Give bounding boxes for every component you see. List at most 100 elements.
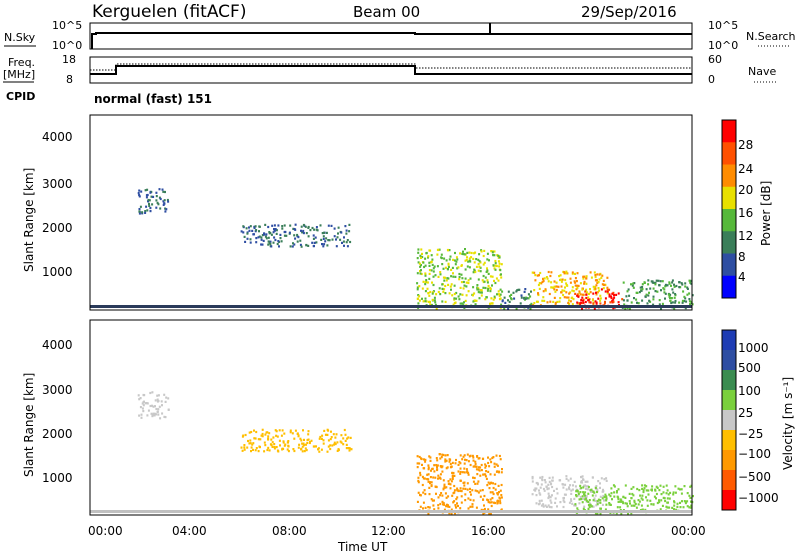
- data-cell: [153, 412, 156, 415]
- data-cell: [632, 486, 635, 489]
- data-cell: [157, 408, 160, 411]
- data-cell: [685, 300, 688, 303]
- data-cell: [565, 296, 568, 299]
- data-cell: [343, 428, 346, 432]
- data-cell: [679, 488, 681, 491]
- data-cell: [453, 489, 456, 492]
- data-cell: [542, 296, 545, 299]
- data-cell: [459, 454, 462, 457]
- data-cell: [246, 446, 249, 449]
- data-cell: [264, 444, 267, 447]
- data-cell: [142, 404, 145, 407]
- data-cell: [251, 229, 254, 232]
- data-cell: [141, 402, 144, 405]
- data-cell: [156, 398, 159, 401]
- data-cell: [299, 239, 302, 242]
- data-cell: [562, 499, 565, 502]
- data-cell: [608, 502, 611, 505]
- data-cell: [475, 465, 478, 468]
- nsearch-tick-bottom: 10^0: [708, 39, 738, 52]
- data-cell: [440, 456, 443, 459]
- data-cell: [595, 293, 598, 296]
- data-cell: [258, 230, 260, 233]
- data-cell: [535, 502, 538, 505]
- data-cell: [281, 225, 284, 228]
- data-cell: [451, 494, 454, 497]
- data-cell: [323, 231, 326, 234]
- data-cell: [536, 482, 539, 485]
- data-cell: [294, 429, 297, 432]
- data-cell: [542, 487, 545, 491]
- data-cell: [162, 203, 165, 206]
- data-cell: [465, 459, 468, 462]
- data-cell: [302, 232, 305, 235]
- data-cell: [599, 501, 602, 504]
- data-cell: [307, 438, 310, 441]
- data-cell: [478, 253, 481, 256]
- power-cb-tick-4: 4: [738, 270, 746, 284]
- data-cell: [485, 270, 488, 273]
- data-cell: [594, 300, 597, 303]
- data-cell: [315, 445, 317, 448]
- data-cell: [167, 200, 170, 203]
- data-cell: [657, 279, 660, 282]
- data-cell: [567, 479, 570, 482]
- beam-title: Beam 00: [353, 3, 420, 21]
- data-cell: [585, 275, 588, 278]
- data-cell: [327, 239, 330, 242]
- data-cell: [482, 274, 485, 278]
- data-cell: [441, 453, 444, 456]
- data-cell: [269, 242, 272, 246]
- data-cell: [477, 258, 480, 261]
- data-cell: [507, 307, 510, 310]
- data-cell: [582, 484, 585, 487]
- data-cell: [658, 284, 661, 287]
- data-cell: [587, 298, 590, 302]
- data-cell: [447, 265, 450, 268]
- data-cell: [663, 497, 666, 500]
- data-cell: [571, 488, 574, 491]
- data-cell: [490, 302, 493, 305]
- data-cell: [269, 240, 272, 243]
- data-cell: [471, 489, 474, 492]
- data-cell: [489, 302, 491, 305]
- data-cell: [615, 293, 618, 296]
- data-cell: [462, 455, 465, 458]
- data-cell: [580, 486, 583, 490]
- data-cell: [503, 296, 506, 299]
- data-cell: [438, 453, 441, 456]
- velocity-ylabel: Slant Range [km]: [22, 373, 36, 477]
- data-cell: [574, 277, 577, 280]
- data-cell: [612, 300, 615, 303]
- data-cell: [493, 296, 496, 300]
- data-cell: [578, 502, 581, 505]
- data-cell: [660, 289, 662, 292]
- data-cell: [661, 280, 664, 283]
- data-cell: [455, 297, 458, 300]
- data-cell: [621, 500, 624, 503]
- data-cell: [453, 484, 456, 488]
- data-cell: [602, 488, 604, 491]
- data-cell: [431, 499, 434, 502]
- data-cell: [479, 495, 482, 498]
- data-cell: [503, 307, 506, 310]
- data-cell: [454, 275, 457, 278]
- data-cell: [666, 501, 669, 504]
- data-cell: [433, 464, 436, 467]
- data-cell: [559, 297, 562, 300]
- data-cell: [588, 292, 590, 295]
- data-cell: [432, 267, 435, 270]
- data-cell: [584, 496, 586, 499]
- data-cell: [619, 498, 622, 501]
- data-cell: [305, 232, 308, 235]
- data-cell: [569, 477, 572, 480]
- data-cell: [653, 495, 656, 498]
- data-cell: [348, 230, 351, 233]
- data-cell: [540, 282, 543, 285]
- data-cell: [464, 277, 467, 280]
- data-cell: [442, 276, 445, 279]
- data-cell: [533, 289, 536, 292]
- data-cell: [450, 288, 452, 291]
- data-cell: [420, 272, 423, 276]
- data-cell: [330, 430, 332, 433]
